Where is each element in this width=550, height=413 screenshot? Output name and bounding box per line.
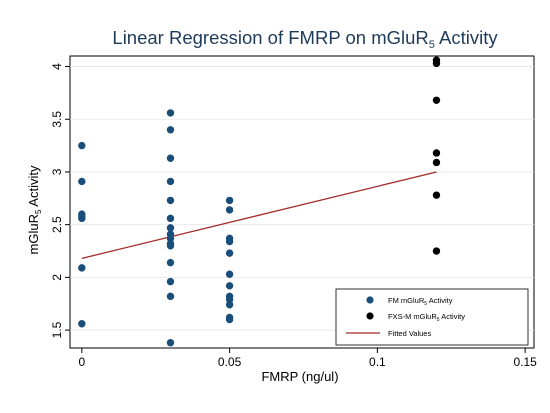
y-tick-label: 4 (50, 63, 64, 70)
y-axis: 1.5 2 2.5 3 3.5 4 (50, 63, 70, 338)
fm-data-point (166, 234, 175, 243)
fm-data-point (225, 249, 234, 257)
fm-data-point (225, 237, 234, 246)
fm-data-point (166, 224, 175, 232)
fxs-data-point (432, 158, 441, 167)
fm-data-point (166, 109, 175, 117)
y-tick-label: 2 (50, 274, 64, 281)
fm-data-point (225, 206, 234, 214)
legend-label-fm-suffix: Activity (427, 296, 453, 305)
legend-label-fxs-prefix: FXS-M mGluR (388, 312, 437, 321)
fxs-data-point (432, 191, 441, 199)
chart-title: Linear Regression of FMRP on mGluR5 Acti… (112, 27, 498, 51)
fm-data-point (166, 196, 175, 205)
y-tick-label: 1.5 (50, 321, 64, 338)
x-tick-label: 0.1 (369, 355, 386, 369)
y-tick-label: 2.5 (50, 216, 64, 233)
fm-data-point (78, 214, 86, 223)
fm-data-point (78, 320, 86, 328)
x-axis: 0 0.05 0.1 0.15 (78, 348, 537, 369)
legend-label-fxs-subscript: 5 (437, 317, 440, 323)
y-tick-label: 3 (50, 168, 64, 175)
fitted-line-layer (81, 171, 437, 260)
y-axis-label: mGluR5 Activity (26, 165, 43, 254)
y-axis-label-suffix: Activity (26, 165, 41, 210)
y-tick-label: 3.5 (50, 111, 64, 128)
fm-data-point (78, 264, 86, 272)
fm-data-point (225, 315, 234, 324)
fm-data-point (225, 196, 234, 205)
fm-data-point (166, 242, 175, 250)
fxs-data-point (432, 149, 441, 157)
legend-label-fxs-suffix: Activity (440, 312, 466, 321)
x-tick-label: 0 (78, 355, 85, 369)
legend: FM mGluR5 Activity FXS-M mGluR5 Activity… (335, 288, 529, 346)
fm-data-point (225, 295, 234, 304)
chart-title-subscript: 5 (429, 39, 435, 51)
x-tick-label: 0.15 (513, 355, 537, 369)
fm-data-point (166, 154, 175, 162)
fm-data-point (166, 292, 175, 301)
fm-data-point (225, 301, 234, 309)
fm-data-point (78, 141, 86, 150)
legend-label-fm-subscript: 5 (424, 301, 427, 307)
legend-label-fxs: FXS-M mGluR5 Activity (388, 312, 465, 323)
fm-data-point (78, 177, 86, 186)
fm-data-point (166, 277, 175, 286)
fm-data-point (166, 126, 175, 134)
x-tick-label: 0.05 (218, 355, 242, 369)
fxs-data-point (432, 247, 441, 255)
scatter-points (78, 56, 441, 347)
fm-data-point (166, 258, 175, 267)
fitted-values-line (81, 171, 437, 260)
legend-swatch-fm (366, 296, 374, 304)
legend-swatch-fxs (366, 312, 374, 320)
fm-data-point (225, 270, 234, 278)
legend-label-fm-prefix: FM mGluR (388, 296, 425, 305)
chart-title-prefix: Linear Regression of FMRP on mGluR (112, 27, 428, 48)
fm-data-point (166, 177, 175, 186)
fm-data-point (166, 214, 175, 223)
chart-title-suffix: Activity (435, 27, 498, 48)
fxs-data-point (432, 59, 441, 68)
legend-label-fitted: Fitted Values (388, 329, 431, 338)
fxs-data-point (432, 96, 441, 104)
fm-data-point (225, 282, 234, 290)
x-axis-label: FMRP (ng/ul) (261, 369, 338, 384)
fm-data-point (166, 339, 175, 347)
y-axis-label-subscript: 5 (34, 209, 43, 214)
y-axis-label-prefix: mGluR (26, 214, 41, 254)
legend-label-fm: FM mGluR5 Activity (388, 296, 453, 307)
